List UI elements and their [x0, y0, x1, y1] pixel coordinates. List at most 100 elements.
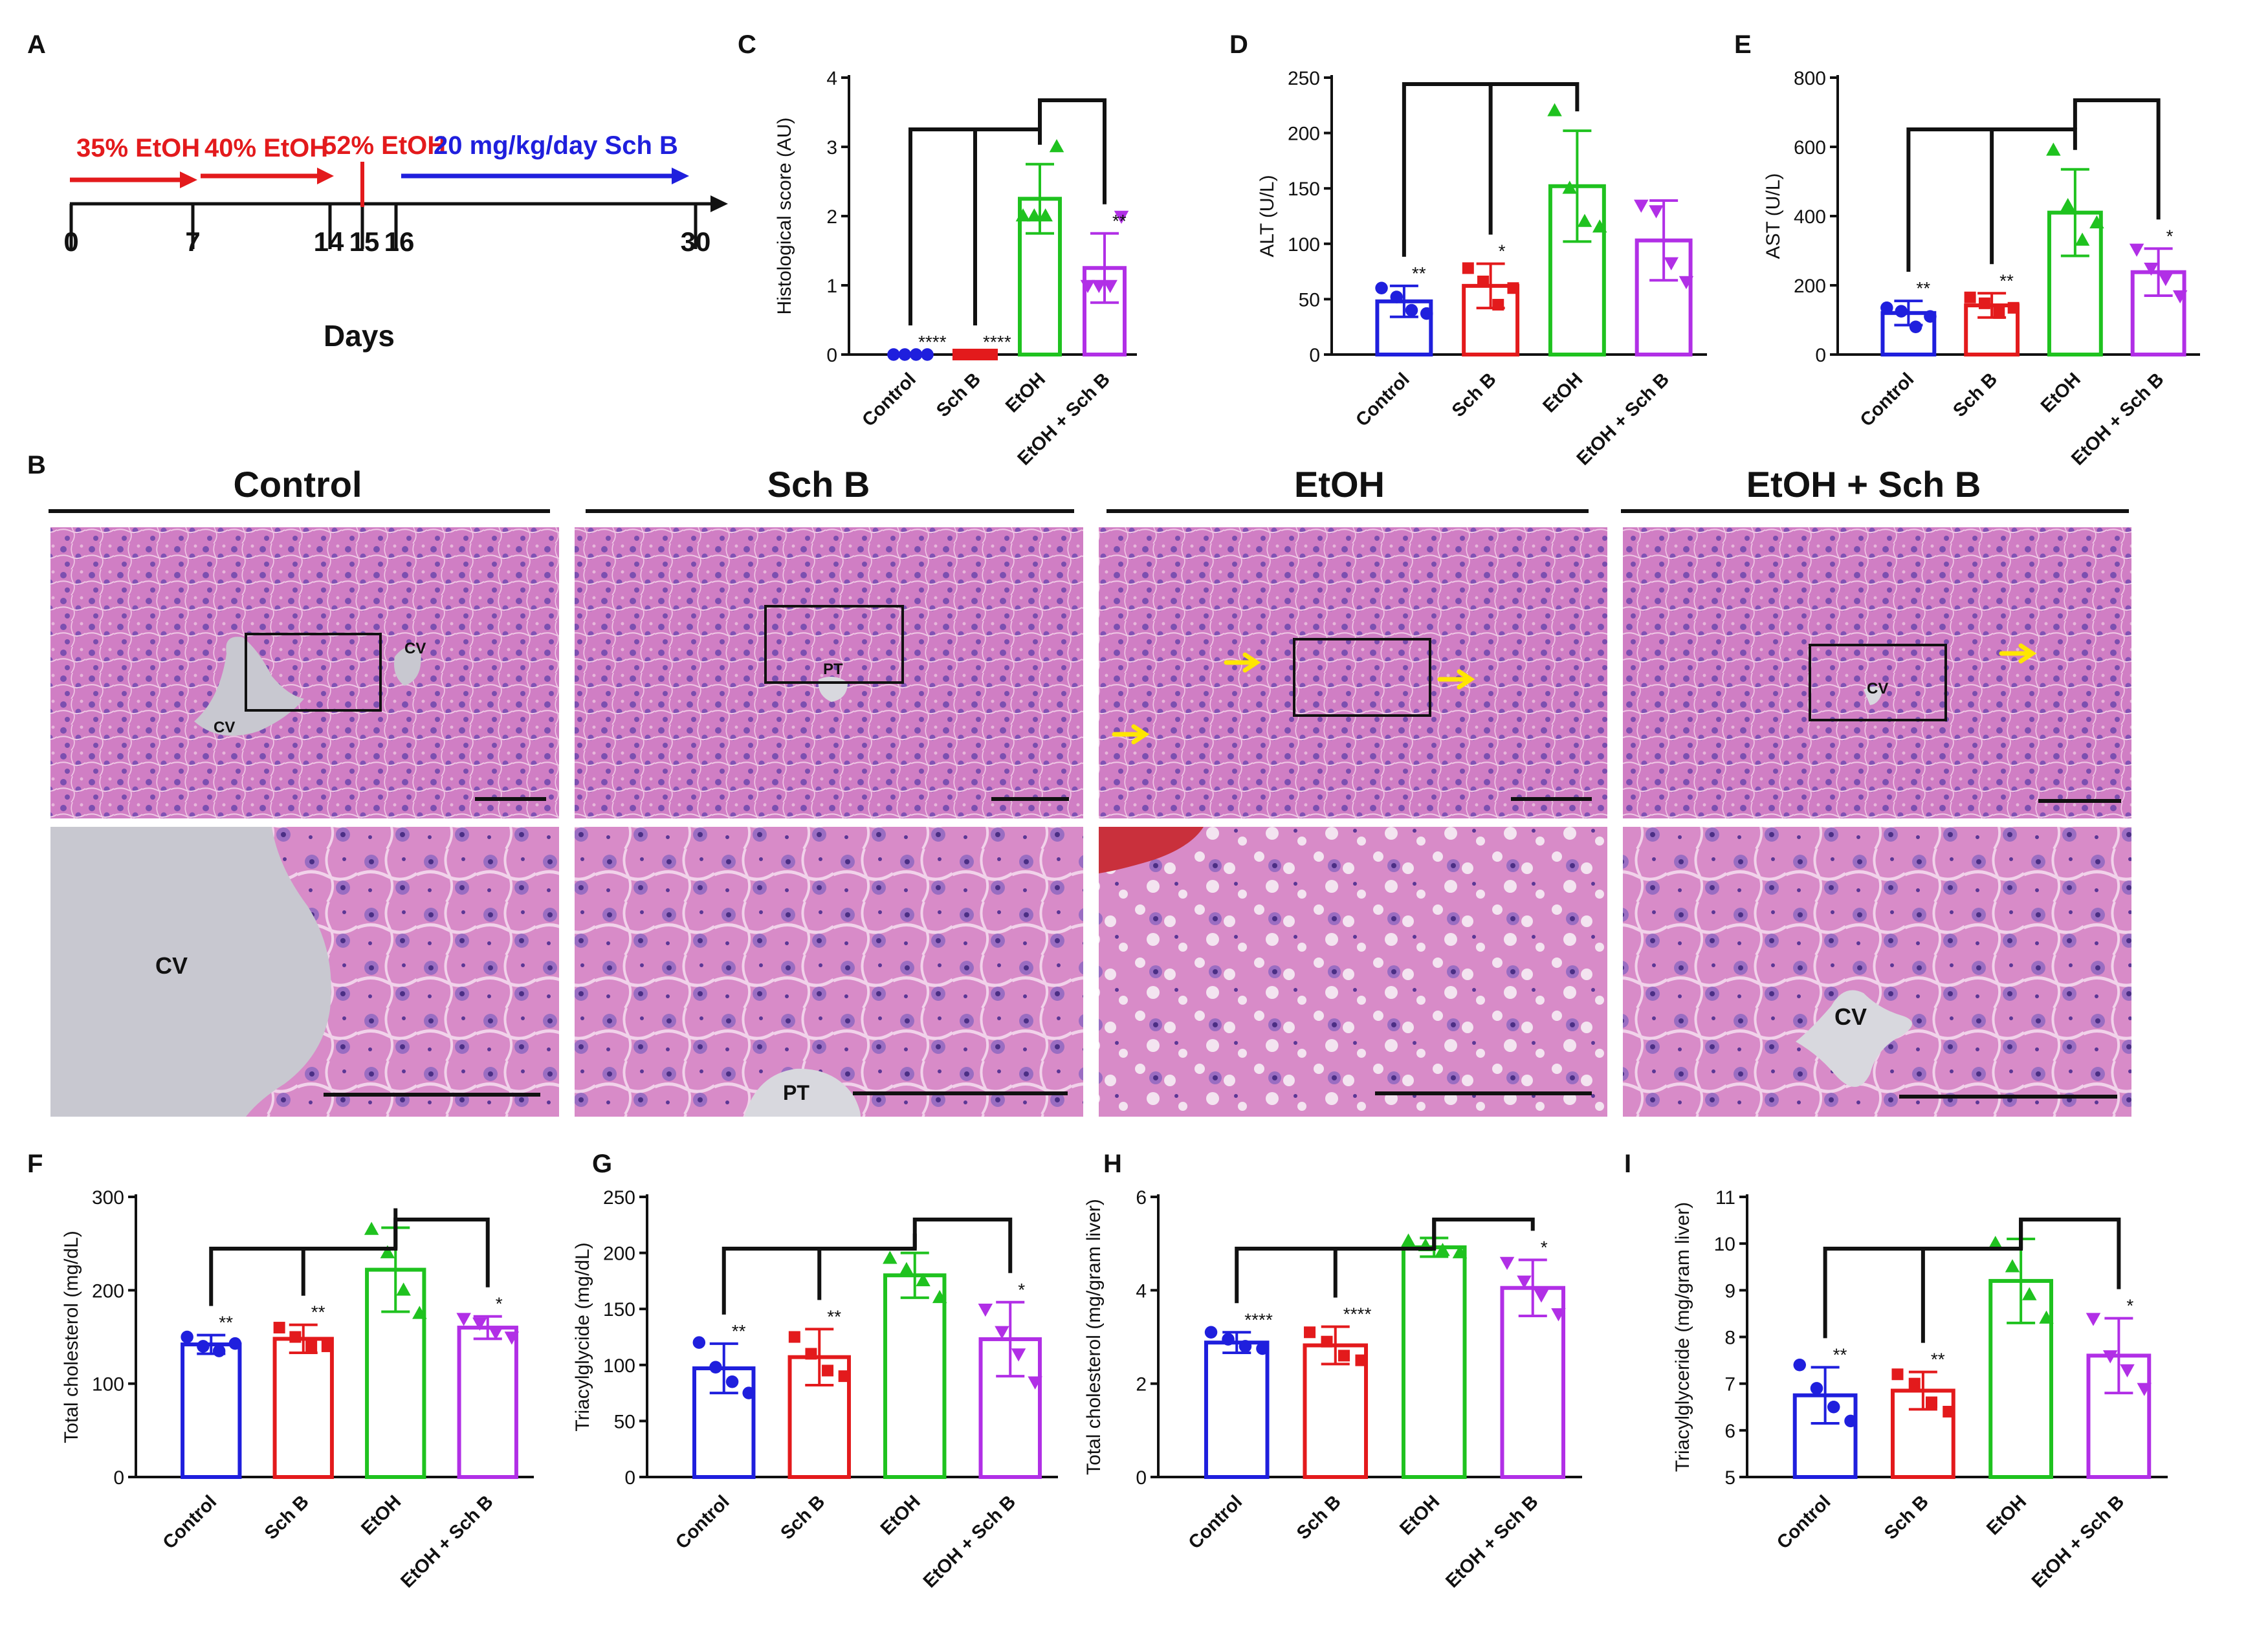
bar-etoh	[1401, 1245, 1467, 1479]
x-tick-label: Control	[1773, 1491, 1835, 1553]
panel-letter-i: I	[1624, 1150, 1631, 1178]
data-point	[472, 1317, 487, 1331]
x-tick-label: Sch B	[1880, 1491, 1933, 1544]
data-point	[2075, 232, 2090, 246]
data-point	[1477, 276, 1490, 288]
data-point	[2039, 1310, 2054, 1324]
chart-alt: 0 50 100 150 200 250 ALT (U/L) ** Control * Sch B E…	[1257, 68, 1707, 470]
micrograph-schb-high: PT	[575, 827, 1083, 1117]
data-point	[1103, 279, 1117, 293]
data-point	[838, 1370, 850, 1383]
timeline-arrow-40-head	[317, 168, 334, 184]
timeline-tick-label-7: 7	[185, 226, 200, 257]
y-tick-label: 10	[1714, 1234, 1735, 1255]
y-tick-label: 150	[603, 1299, 635, 1320]
data-point	[742, 1386, 755, 1399]
x-tick-label: EtOH + Sch B	[397, 1491, 497, 1592]
data-point	[916, 1273, 930, 1287]
data-point	[228, 1337, 242, 1350]
significance-label: *	[2166, 226, 2174, 246]
data-point	[1517, 1275, 1532, 1289]
x-tick-label: Sch B	[1949, 369, 2001, 421]
y-tick-label: 9	[1724, 1280, 1735, 1302]
data-point	[1338, 1350, 1350, 1362]
comparison-bracket	[912, 1218, 1013, 1273]
cv-label: CV	[214, 719, 235, 736]
y-tick-label: 4	[1136, 1280, 1147, 1302]
data-point	[1390, 290, 1404, 303]
data-point	[898, 348, 912, 361]
data-point	[1810, 1382, 1823, 1395]
data-point	[1321, 1335, 1333, 1348]
significance-label: **	[732, 1321, 746, 1341]
panel-letter-d: D	[1229, 30, 1248, 59]
data-point	[2060, 197, 2075, 212]
timeline-arrow-schb-head	[672, 168, 689, 184]
timeline-segment-52: 52% EtOH	[322, 131, 446, 160]
significance-label: **	[311, 1302, 325, 1322]
micrograph-etoh-low	[1099, 527, 1607, 818]
data-point	[1634, 199, 1649, 213]
timeline-segment-schb: 20 mg/kg/day Sch B	[434, 131, 678, 160]
y-tick-label: 200	[92, 1280, 124, 1302]
significance-label: *	[496, 1294, 503, 1314]
data-point	[1462, 262, 1474, 274]
y-tick-label: 0	[1309, 345, 1320, 366]
data-point	[1577, 213, 1592, 227]
data-point	[932, 1289, 947, 1304]
data-point	[899, 1262, 914, 1275]
y-tick-label: 250	[603, 1187, 635, 1209]
y-tick-label: 0	[1815, 345, 1826, 366]
data-point	[2022, 1287, 2037, 1300]
data-point	[2102, 1350, 2118, 1364]
data-point	[921, 348, 934, 361]
data-point	[986, 349, 998, 360]
x-tick-label: Control	[1856, 369, 1919, 431]
data-point	[1049, 139, 1064, 153]
y-tick-label: 4	[826, 68, 837, 89]
data-point	[1844, 1414, 1857, 1428]
panel-letter-f: F	[27, 1150, 43, 1178]
data-point	[978, 1303, 993, 1317]
data-point	[1435, 1242, 1450, 1256]
significance-label: **	[1833, 1344, 1847, 1364]
chart-ast: 0 200 400 600 800 AST (U/L) ** Control ** Sch B Et…	[1763, 68, 2200, 470]
timeline-tick-label-16: 16	[384, 226, 415, 257]
data-point	[1679, 276, 1694, 290]
panel-letter-h: H	[1103, 1150, 1122, 1178]
data-point	[1492, 298, 1504, 311]
pt-label: PT	[823, 661, 843, 678]
comparison-bracket	[1038, 98, 1106, 204]
data-point	[1452, 1245, 1468, 1258]
y-tick-label: 250	[1288, 68, 1320, 89]
data-point	[1405, 303, 1418, 317]
significance-label: **	[1999, 270, 2014, 290]
data-point	[1891, 1368, 1904, 1381]
x-tick-label: Control	[1352, 369, 1414, 431]
significance-label: *	[2126, 1296, 2133, 1316]
x-tick-label: EtOH + Sch B	[1442, 1491, 1542, 1592]
cv-label: CV	[404, 640, 426, 657]
micrograph-schb-low: PT	[575, 527, 1083, 818]
bar-etoh	[883, 1273, 947, 1479]
data-point	[2046, 142, 2061, 156]
data-point	[1499, 1256, 1515, 1271]
y-tick-label: 0	[113, 1467, 124, 1489]
significance-label: ****	[1343, 1304, 1372, 1324]
data-point	[1978, 297, 1990, 309]
data-point	[1355, 1354, 1367, 1366]
panel-letter-g: G	[592, 1150, 612, 1178]
chart-histological-score: 0 1 2 3 4 Histological score (AU) **** Control *…	[774, 68, 1137, 470]
significance-label: **	[1412, 263, 1426, 283]
histology-header-etoh-schb: EtOH + Sch B	[1746, 464, 1981, 505]
data-point	[1222, 1333, 1235, 1346]
timeline-tick-label-0: 0	[63, 226, 78, 257]
significance-label: *	[1541, 1237, 1548, 1257]
significance-label: *	[1018, 1280, 1025, 1300]
y-tick-label: 300	[92, 1187, 124, 1209]
x-tick-label: EtOH	[877, 1491, 925, 1539]
timeline-panel: 0 7 14 15 16 30 Days 35% EtOH 40% EtOH 5…	[63, 131, 728, 353]
y-axis-label: Triacylglycide (mg/dL)	[572, 1242, 593, 1431]
data-point	[887, 348, 900, 361]
timeline-xlabel: Days	[324, 319, 395, 353]
